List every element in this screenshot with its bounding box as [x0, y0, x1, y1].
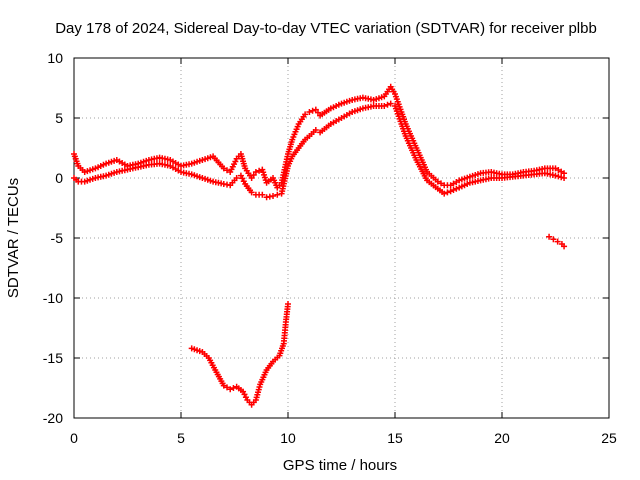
data-point-marker	[224, 384, 231, 391]
x-tick-label: 25	[601, 430, 617, 446]
x-axis-label: GPS time / hours	[283, 457, 397, 474]
data-point-marker	[227, 386, 234, 393]
y-tick-label: -15	[43, 350, 63, 366]
x-tick-label: 5	[177, 430, 185, 446]
data-point-marker	[306, 109, 313, 115]
data-point-marker	[274, 191, 281, 198]
x-tick-label: 0	[70, 430, 78, 446]
chart-title: Day 178 of 2024, Sidereal Day-to-day VTE…	[55, 20, 597, 37]
y-axis-label: SDTVAR / TECUs	[5, 178, 22, 298]
axis-ticks	[73, 57, 610, 419]
data-point-marker	[230, 385, 237, 391]
x-tick-label: 15	[387, 430, 403, 446]
y-tick-label: 10	[47, 50, 63, 66]
data-point-marker	[220, 165, 227, 172]
y-tick-label: -20	[43, 410, 63, 426]
data-point-marker	[546, 233, 553, 240]
y-tick-label: 0	[55, 170, 63, 186]
data-point-marker	[434, 178, 441, 185]
data-point-marker	[552, 172, 559, 179]
data-point-marker	[555, 173, 562, 180]
data-point-marker	[387, 100, 394, 107]
data-point-marker	[252, 169, 259, 175]
data-point-marker	[233, 175, 240, 181]
data-point-marker	[256, 167, 263, 174]
data-point-marker	[561, 175, 568, 181]
data-point-marker	[309, 107, 316, 114]
series-main-trace-upper	[71, 83, 568, 191]
data-point-marker	[438, 180, 445, 187]
data-point-marker	[453, 185, 460, 192]
y-tick-label: -10	[43, 290, 63, 306]
data-point-marker	[450, 187, 457, 193]
data-marks	[71, 83, 568, 408]
y-tick-label: 5	[55, 110, 63, 126]
data-point-marker	[259, 191, 266, 198]
data-point-marker	[381, 103, 388, 109]
x-tick-label: 10	[280, 430, 296, 446]
data-point-marker	[384, 101, 391, 108]
data-point-marker	[224, 167, 231, 174]
data-point-marker	[312, 127, 319, 133]
data-point-marker	[561, 243, 568, 250]
x-tick-label: 20	[494, 430, 510, 446]
data-point-marker	[248, 189, 255, 196]
grid	[74, 58, 609, 418]
series-main-trace-lower	[71, 100, 568, 201]
data-point-marker	[550, 236, 557, 243]
data-point-marker	[554, 238, 561, 245]
data-point-marker	[444, 189, 451, 196]
series-dip-segment	[188, 301, 291, 408]
data-point-marker	[302, 111, 309, 118]
data-point-marker	[220, 382, 227, 389]
data-point-marker	[447, 188, 454, 195]
data-point-marker	[558, 174, 565, 181]
y-tick-label: -5	[51, 230, 64, 246]
data-point-marker	[270, 193, 277, 199]
data-point-marker	[285, 301, 291, 307]
series-late-segment	[546, 233, 568, 250]
data-point-marker	[441, 190, 448, 197]
